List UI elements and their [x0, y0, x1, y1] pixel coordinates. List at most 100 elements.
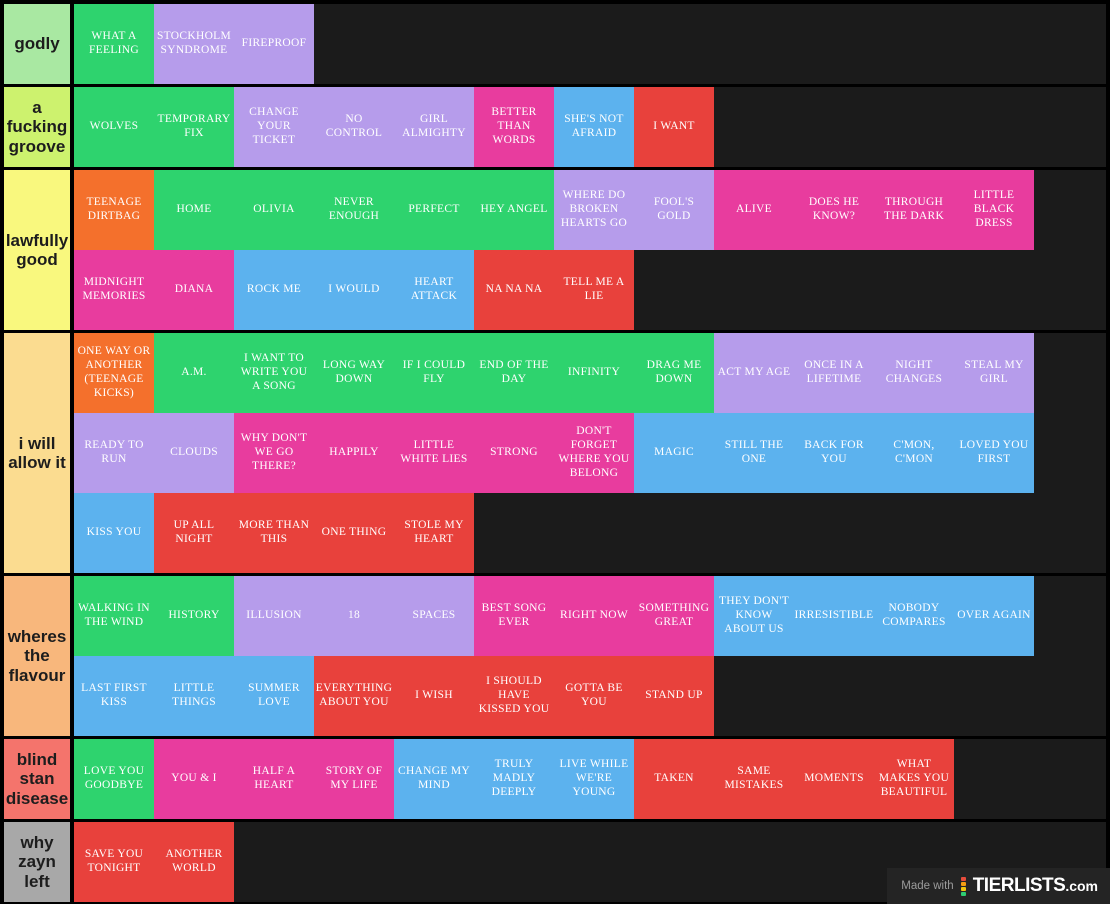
song-tile[interactable]: HISTORY [154, 576, 234, 656]
song-tile[interactable]: BACK FOR YOU [794, 413, 874, 493]
song-tile[interactable]: BETTER THAN WORDS [474, 87, 554, 167]
song-tile[interactable]: DRAG ME DOWN [634, 333, 714, 413]
song-tile[interactable]: LITTLE WHITE LIES [394, 413, 474, 493]
song-tile[interactable]: IRRESISTIBLE [794, 576, 874, 656]
song-tile[interactable]: CHANGE YOUR TICKET [234, 87, 314, 167]
song-tile[interactable]: C'MON, C'MON [874, 413, 954, 493]
song-tile[interactable]: STOCKHOLM SYNDROME [154, 4, 234, 84]
song-tile[interactable]: WALKING IN THE WIND [74, 576, 154, 656]
song-tile[interactable]: I SHOULD HAVE KISSED YOU [474, 656, 554, 736]
song-tile[interactable]: CLOUDS [154, 413, 234, 493]
song-tile[interactable]: ACT MY AGE [714, 333, 794, 413]
song-tile[interactable]: FOOL'S GOLD [634, 170, 714, 250]
song-tile[interactable]: LITTLE BLACK DRESS [954, 170, 1034, 250]
song-tile[interactable]: I WANT TO WRITE YOU A SONG [234, 333, 314, 413]
song-tile[interactable]: STEAL MY GIRL [954, 333, 1034, 413]
tier-label: why zayn left [4, 822, 70, 902]
song-tile[interactable]: FIREPROOF [234, 4, 314, 84]
song-tile[interactable]: YOU & I [154, 739, 234, 819]
song-tile[interactable]: NEVER ENOUGH [314, 170, 394, 250]
song-tile[interactable]: SOMETHING GREAT [634, 576, 714, 656]
song-tile[interactable]: ONE THING [314, 493, 394, 573]
song-tile[interactable]: ANOTHER WORLD [154, 822, 234, 902]
song-tile[interactable]: KISS YOU [74, 493, 154, 573]
song-tile[interactable]: LIVE WHILE WE'RE YOUNG [554, 739, 634, 819]
song-tile[interactable]: MOMENTS [794, 739, 874, 819]
song-tile[interactable]: TAKEN [634, 739, 714, 819]
tier-row: lawfully good TEENAGE DIRTBAG HOME OLIVIA NE… [4, 170, 1106, 330]
song-tile[interactable]: ROCK ME [234, 250, 314, 330]
song-tile[interactable]: LONG WAY DOWN [314, 333, 394, 413]
song-tile[interactable]: SAME MISTAKES [714, 739, 794, 819]
song-tile[interactable]: WHAT A FEELING [74, 4, 154, 84]
song-tile[interactable]: CHANGE MY MIND [394, 739, 474, 819]
song-tile[interactable]: LAST FIRST KISS [74, 656, 154, 736]
song-tile[interactable]: HEART ATTACK [394, 250, 474, 330]
song-tile[interactable]: GOTTA BE YOU [554, 656, 634, 736]
song-tile[interactable]: HALF A HEART [234, 739, 314, 819]
song-tile[interactable]: SHE'S NOT AFRAID [554, 87, 634, 167]
song-tile[interactable]: HEY ANGEL [474, 170, 554, 250]
song-tile[interactable]: SPACES [394, 576, 474, 656]
song-tile[interactable]: IF I COULD FLY [394, 333, 474, 413]
tierlists-brand-link[interactable]: TIERLISTS .com [973, 875, 1098, 897]
song-tile[interactable]: HOME [154, 170, 234, 250]
song-tile[interactable]: LITTLE THINGS [154, 656, 234, 736]
song-tile[interactable]: MIDNIGHT MEMORIES [74, 250, 154, 330]
song-tile[interactable]: STAND UP [634, 656, 714, 736]
song-tile[interactable]: I WISH [394, 656, 474, 736]
tier-items: LOVE YOU GOODBYE YOU & I HALF A HEART STORY… [74, 739, 1106, 819]
song-tile[interactable]: THEY DON'T KNOW ABOUT US [714, 576, 794, 656]
song-tile[interactable]: TEMPORARY FIX [154, 87, 234, 167]
song-tile[interactable]: TEENAGE DIRTBAG [74, 170, 154, 250]
song-tile[interactable]: WHY DON'T WE GO THERE? [234, 413, 314, 493]
song-tile[interactable]: SUMMER LOVE [234, 656, 314, 736]
song-tile[interactable]: END OF THE DAY [474, 333, 554, 413]
song-tile[interactable]: TRULY MADLY DEEPLY [474, 739, 554, 819]
song-tile[interactable]: TELL ME A LIE [554, 250, 634, 330]
song-tile[interactable]: DOES HE KNOW? [794, 170, 874, 250]
song-tile[interactable]: ONE WAY OR ANOTHER (TEENAGE KICKS) [74, 333, 154, 413]
song-tile[interactable]: MORE THAN THIS [234, 493, 314, 573]
brand-name: TIERLISTS [972, 875, 1066, 896]
song-tile[interactable]: LOVED YOU FIRST [954, 413, 1034, 493]
song-tile[interactable]: NOBODY COMPARES [874, 576, 954, 656]
song-tile[interactable]: WHAT MAKES YOU BEAUTIFUL [874, 739, 954, 819]
song-tile[interactable]: STILL THE ONE [714, 413, 794, 493]
song-tile[interactable]: NA NA NA [474, 250, 554, 330]
song-tile[interactable]: ALIVE [714, 170, 794, 250]
song-tile[interactable]: EVERYTHING ABOUT YOU [314, 656, 394, 736]
song-tile[interactable]: BEST SONG EVER [474, 576, 554, 656]
song-tile[interactable]: NO CONTROL [314, 87, 394, 167]
tier-items: WALKING IN THE WIND HISTORY ILLUSION 18 SPAC… [74, 576, 1106, 736]
song-tile[interactable]: A.M. [154, 333, 234, 413]
song-tile[interactable]: STRONG [474, 413, 554, 493]
song-tile[interactable]: RIGHT NOW [554, 576, 634, 656]
song-tile[interactable]: I WOULD [314, 250, 394, 330]
song-tile[interactable]: SAVE YOU TONIGHT [74, 822, 154, 902]
tier-label: lawfully good [4, 170, 70, 330]
song-tile[interactable]: GIRL ALMIGHTY [394, 87, 474, 167]
song-tile[interactable]: OVER AGAIN [954, 576, 1034, 656]
song-tile[interactable]: INFINITY [554, 333, 634, 413]
tier-label: godly [4, 4, 70, 84]
song-tile[interactable]: LOVE YOU GOODBYE [74, 739, 154, 819]
song-tile[interactable]: UP ALL NIGHT [154, 493, 234, 573]
song-tile[interactable]: 18 [314, 576, 394, 656]
song-tile[interactable]: PERFECT [394, 170, 474, 250]
song-tile[interactable]: STOLE MY HEART [394, 493, 474, 573]
song-tile[interactable]: DON'T FORGET WHERE YOU BELONG [554, 413, 634, 493]
song-tile[interactable]: ONCE IN A LIFETIME [794, 333, 874, 413]
song-tile[interactable]: WOLVES [74, 87, 154, 167]
song-tile[interactable]: MAGIC [634, 413, 714, 493]
song-tile[interactable]: I WANT [634, 87, 714, 167]
song-tile[interactable]: HAPPILY [314, 413, 394, 493]
song-tile[interactable]: DIANA [154, 250, 234, 330]
song-tile[interactable]: WHERE DO BROKEN HEARTS GO [554, 170, 634, 250]
song-tile[interactable]: NIGHT CHANGES [874, 333, 954, 413]
song-tile[interactable]: ILLUSION [234, 576, 314, 656]
song-tile[interactable]: STORY OF MY LIFE [314, 739, 394, 819]
song-tile[interactable]: READY TO RUN [74, 413, 154, 493]
song-tile[interactable]: THROUGH THE DARK [874, 170, 954, 250]
song-tile[interactable]: OLIVIA [234, 170, 314, 250]
